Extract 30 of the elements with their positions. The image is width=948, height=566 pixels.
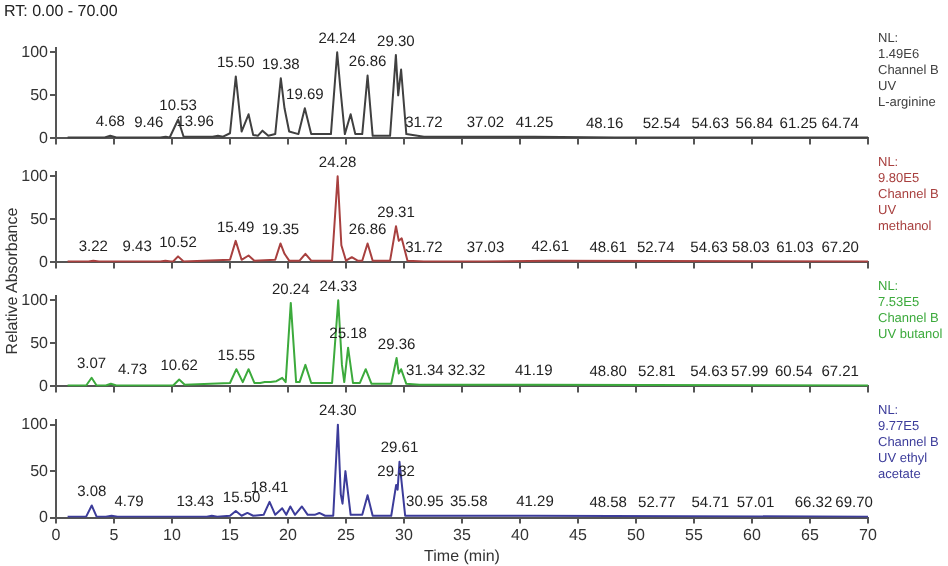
- x-axis-title: Time (min): [424, 546, 501, 565]
- y-tick-label: 100: [21, 166, 50, 185]
- y-tick-label: 0: [39, 252, 50, 271]
- y-tick-label: 50: [30, 333, 50, 352]
- y-tick-label: 0: [39, 508, 50, 527]
- x-tick-label: 35: [453, 525, 472, 544]
- x-tick-label: 10: [163, 525, 182, 544]
- chart-title: RT: 0.00 - 70.00: [4, 2, 118, 20]
- y-axis-title: Relative Absorbance: [3, 205, 21, 359]
- y-tick-label: 0: [39, 128, 50, 147]
- y-tick-label: 0: [39, 376, 50, 395]
- y-tick-label: 50: [30, 461, 50, 480]
- x-tick-label: 55: [685, 525, 704, 544]
- x-tick-label: 20: [279, 525, 298, 544]
- x-tick-label: 60: [743, 525, 762, 544]
- x-tick-label: 50: [627, 525, 646, 544]
- x-tick-label: 25: [337, 525, 356, 544]
- x-tick-label: 0: [51, 525, 62, 544]
- x-tick-label: 70: [859, 525, 878, 544]
- x-tick-label: 30: [395, 525, 414, 544]
- x-tick-label: 65: [801, 525, 820, 544]
- x-tick-label: 15: [221, 525, 240, 544]
- y-tick-label: 50: [30, 85, 50, 104]
- y-tick-label: 100: [21, 42, 50, 61]
- y-tick-label: 100: [21, 415, 50, 434]
- y-tick-label: 100: [21, 290, 50, 309]
- x-tick-label: 45: [569, 525, 588, 544]
- x-tick-label: 5: [109, 525, 120, 544]
- y-tick-label: 50: [30, 209, 50, 228]
- x-tick-label: 40: [511, 525, 530, 544]
